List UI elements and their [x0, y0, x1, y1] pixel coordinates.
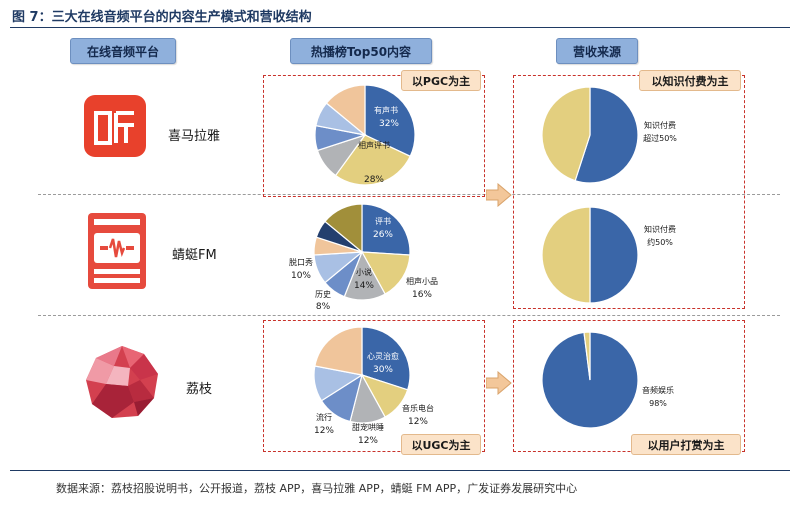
slice-value: 14%: [354, 281, 374, 291]
slice-label: 历史: [315, 289, 331, 299]
revenue-label: 知识付费: [644, 120, 676, 130]
tag-ugc: 以UGC为主: [401, 434, 481, 455]
tag-user-tips: 以用户打赏为主: [631, 434, 741, 455]
tag-knowledge-paid: 以知识付费为主: [639, 70, 741, 91]
platform-name-ximalaya: 喜马拉雅: [168, 129, 221, 144]
qingting-logo: [88, 213, 146, 289]
pie-slice: [541, 206, 591, 304]
pie-slice: [574, 86, 639, 184]
pie-slice: [364, 84, 416, 158]
slice-value: 28%: [364, 175, 384, 185]
content-box-ugc: [263, 320, 485, 452]
ximalaya-logo: [84, 95, 146, 157]
pie-slice: [361, 326, 411, 391]
slice-value: 12%: [358, 436, 378, 446]
slice-value: 10%: [291, 271, 311, 281]
revenue-label: 音频娱乐: [642, 385, 674, 395]
header-platforms: 在线音频平台: [70, 38, 176, 64]
tag-pgc: 以PGC为主: [401, 70, 481, 91]
arrow-right-icon: [486, 183, 512, 207]
slice-label: 有声书: [374, 105, 398, 115]
slice-label: 音乐电台: [402, 403, 434, 413]
source-note: 数据来源：荔枝招股说明书，公开报道，荔枝 APP，喜马拉雅 APP，蜻蜓 FM …: [56, 482, 578, 495]
header-revenue: 营收来源: [556, 38, 638, 64]
revenue-label: 超过50%: [643, 133, 677, 143]
slice-label: 小说: [356, 267, 372, 277]
slice-value: 30%: [373, 365, 393, 375]
slice-label: 甜宠哄睡: [352, 422, 384, 432]
content-pie-qingting: [313, 203, 411, 301]
platform-name-lizhi: 荔枝: [186, 382, 213, 397]
slice-label: 相声评书: [358, 140, 390, 150]
revenue-pie-qingting: [541, 206, 639, 304]
figure-title: 图 7：三大在线音频平台的内容生产模式和营收结构: [12, 10, 312, 25]
slice-value: 8%: [316, 302, 331, 312]
pie-slice: [325, 84, 366, 137]
pie-slice: [583, 331, 591, 381]
revenue-label: 知识付费: [644, 224, 676, 234]
slice-label: 评书: [375, 216, 391, 226]
lizhi-logo: [86, 346, 158, 418]
content-box-pgc: [263, 75, 485, 197]
pie-slice: [541, 86, 591, 182]
slice-label: 相声小品: [406, 276, 438, 286]
pie-slice: [334, 134, 412, 186]
revenue-box-knowledge: [513, 75, 745, 309]
content-pie-lizhi: [313, 326, 411, 424]
arrow-right-icon: [486, 371, 512, 395]
pie-slice: [324, 203, 363, 254]
pie-slice: [361, 203, 411, 256]
revenue-pie-ximalaya: [541, 86, 639, 184]
pie-slice: [360, 251, 411, 295]
revenue-box-tips: [513, 320, 745, 452]
title-rule: [10, 27, 790, 28]
slice-label: 流行: [316, 412, 332, 422]
revenue-label: 约50%: [647, 237, 673, 247]
content-pie-ximalaya: [314, 84, 416, 186]
pie-slice: [314, 326, 363, 376]
slice-value: 26%: [373, 230, 393, 240]
pie-slice: [589, 206, 639, 304]
header-content: 热播榜Top50内容: [290, 38, 432, 64]
slice-value: 32%: [379, 119, 399, 129]
slice-label: 脱口秀: [289, 257, 313, 267]
slice-value: 12%: [408, 417, 428, 427]
revenue-pie-lizhi: [541, 331, 639, 429]
revenue-label: 98%: [649, 399, 667, 408]
source-rule: [10, 470, 790, 471]
platform-name-qingting: 蜻蜓FM: [172, 248, 217, 263]
slice-value: 12%: [314, 426, 334, 436]
slice-label: 心灵治愈: [367, 351, 399, 361]
row-separator: [38, 315, 780, 316]
slice-value: 16%: [412, 290, 432, 300]
row-separator: [38, 194, 780, 195]
